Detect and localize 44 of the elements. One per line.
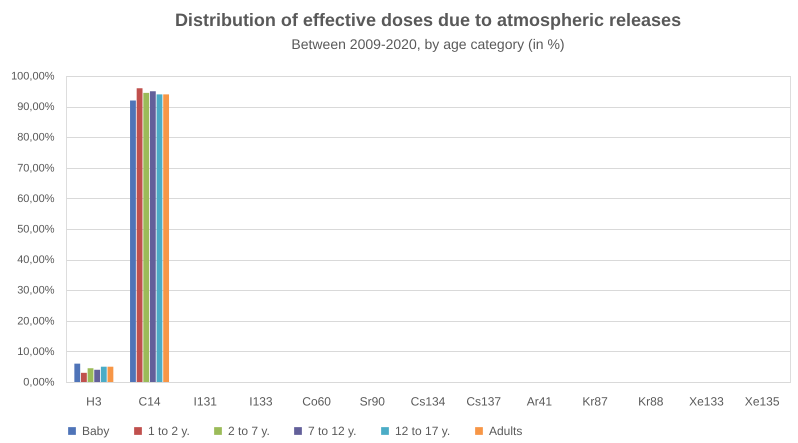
- y-tick-label: 0,00%: [23, 376, 55, 388]
- bar: [143, 92, 150, 382]
- y-tick-label: 70,00%: [17, 162, 55, 174]
- y-tick-label: 30,00%: [17, 284, 55, 297]
- y-tick-label: 80,00%: [17, 132, 55, 144]
- legend-label: 2 to 7 y.: [228, 424, 270, 438]
- x-tick-label: Kr87: [582, 394, 608, 408]
- x-tick-label: Co60: [302, 394, 332, 408]
- bar: [130, 100, 136, 382]
- bar: [136, 88, 143, 382]
- y-tick-label: 60,00%: [17, 192, 55, 205]
- bar: [108, 366, 114, 382]
- y-tick-label: 50,00%: [17, 224, 55, 236]
- x-tick-label: C14: [138, 394, 161, 408]
- bar: [80, 372, 87, 382]
- x-tick-label: Kr88: [638, 394, 664, 408]
- chart-title: Distribution of effective doses due to atmospheric releases: [174, 10, 682, 30]
- bar: [88, 368, 94, 382]
- bar: [156, 94, 162, 382]
- legend-label: Adults: [489, 424, 522, 438]
- legend-label: 12 to 17 y.: [395, 424, 450, 438]
- x-tick-label: Sr90: [360, 394, 386, 408]
- y-tick-label: 40,00%: [17, 254, 55, 266]
- chart-subtitle: Between 2009-2020, by age category (in %): [291, 36, 565, 52]
- y-tick-label: 90,00%: [17, 101, 55, 114]
- legend-label: 7 to 12 y.: [308, 424, 356, 438]
- y-tick-label: 100,00%: [11, 70, 55, 82]
- legend-label: 1 to 2 y.: [148, 424, 190, 438]
- x-tick-label: Xe135: [744, 394, 780, 408]
- bar: [163, 94, 170, 382]
- bar: [100, 366, 107, 382]
- y-tick-label: 20,00%: [17, 315, 55, 328]
- bar: [150, 91, 156, 382]
- x-tick-label: Xe133: [689, 394, 724, 408]
- x-tick-label: I133: [249, 394, 273, 408]
- bar: [94, 370, 100, 382]
- x-tick-label: I131: [194, 394, 218, 408]
- y-tick-label: 10,00%: [17, 346, 55, 358]
- legend-label: Baby: [82, 424, 110, 438]
- x-tick-label: Cs137: [466, 394, 502, 408]
- x-tick-label: H3: [86, 394, 102, 408]
- bar: [74, 364, 80, 382]
- x-tick-label: Cs134: [410, 394, 446, 408]
- x-tick-label: Ar41: [526, 394, 552, 408]
